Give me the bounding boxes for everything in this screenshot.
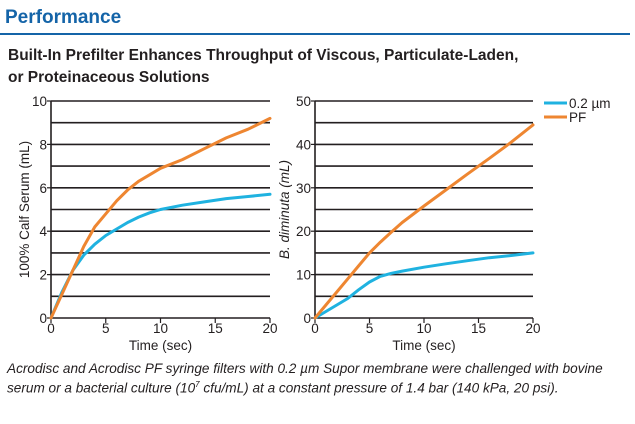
diminuta-series-pf-line — [313, 123, 535, 320]
diminuta-y-tick-label: 20 — [296, 224, 311, 239]
serum-y-tick-label: 6 — [39, 181, 47, 196]
diminuta-y-axis-label: B. diminuta (mL) — [277, 160, 292, 259]
chart-title: Built-In Prefilter Enhances Throughput o… — [8, 45, 608, 89]
chart-title-line-1: Built-In Prefilter Enhances Throughput o… — [8, 47, 519, 64]
serum-x-axis-label: Time (sec) — [129, 338, 192, 353]
legend-label-02um: 0.2 µm — [569, 96, 611, 111]
diminuta-x-tick-label: 0 — [311, 321, 319, 336]
diminuta-y-tick-label: 40 — [296, 137, 311, 152]
serum-y-tick-label: 2 — [39, 268, 47, 283]
serum-y-tick-label: 8 — [39, 137, 47, 152]
serum-x-tick-label: 15 — [208, 321, 223, 336]
diminuta-x-tick-label: 5 — [366, 321, 374, 336]
serum-x-tick-label: 10 — [153, 321, 168, 336]
diminuta-y-tick-label: 30 — [296, 181, 311, 196]
serum-x-tick-label: 5 — [102, 321, 110, 336]
diminuta-y-tick-label: 0 — [303, 311, 311, 326]
caption-text: Acrodisc and Acrodisc PF syringe filters… — [7, 361, 603, 396]
diminuta-x-tick-label: 10 — [416, 321, 431, 336]
section-heading: Performance — [5, 7, 122, 28]
diminuta-x-tick-label: 15 — [471, 321, 486, 336]
diminuta-y-tick-label: 10 — [296, 268, 311, 283]
serum-series-pf-line — [49, 116, 272, 320]
serum-y-tick-label: 4 — [39, 224, 47, 239]
caption-exponent: 7 — [195, 380, 200, 389]
serum-x-tick-label: 0 — [47, 321, 55, 336]
legend-label-pf: PF — [569, 110, 586, 125]
serum-y-axis-label: 100% Calf Serum (mL) — [17, 141, 32, 278]
serum-series-02um-line — [49, 192, 272, 320]
heading-rule — [0, 33, 630, 35]
serum-y-tick-label: 0 — [39, 311, 47, 326]
serum-x-tick-label: 20 — [262, 321, 277, 336]
diminuta-x-tick-label: 20 — [525, 321, 540, 336]
figure-caption: Acrodisc and Acrodisc PF syringe filters… — [7, 361, 607, 397]
diminuta-series-02um-line — [313, 251, 535, 320]
serum-y-tick-label: 10 — [32, 94, 47, 109]
caption-text-end: cfu/mL) at a constant pressure of 1.4 ba… — [199, 380, 559, 396]
diminuta-y-tick-label: 50 — [296, 94, 311, 109]
chart-title-line-2: or Proteinaceous Solutions — [8, 69, 210, 86]
diminuta-x-axis-label: Time (sec) — [392, 338, 455, 353]
